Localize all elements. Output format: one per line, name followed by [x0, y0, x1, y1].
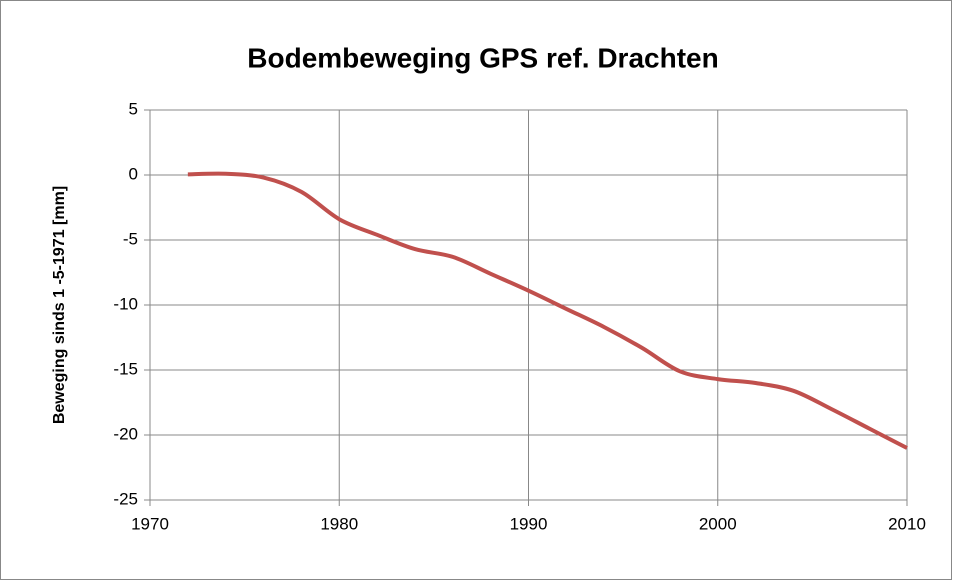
data-line: [187, 171, 908, 450]
x-tick-label: 1990: [510, 514, 548, 533]
x-tick-label: 1970: [131, 514, 169, 533]
y-tick-label: -5: [123, 229, 138, 248]
y-tick-label: 5: [129, 99, 138, 118]
chart-title: Bodembeweging GPS ref. Drachten: [247, 42, 718, 73]
x-tick-label: 2000: [699, 514, 737, 533]
x-tick-label: 1980: [320, 514, 358, 533]
y-tick-label: -10: [113, 294, 138, 313]
y-axis-label: Beweging sinds 1 -5-1971 [mm]: [51, 186, 68, 424]
x-tick-label: 2010: [888, 514, 926, 533]
y-tick-label: -25: [113, 489, 138, 508]
y-tick-label: -15: [113, 359, 138, 378]
y-tick-label: 0: [129, 164, 138, 183]
y-tick-label: -20: [113, 424, 138, 443]
